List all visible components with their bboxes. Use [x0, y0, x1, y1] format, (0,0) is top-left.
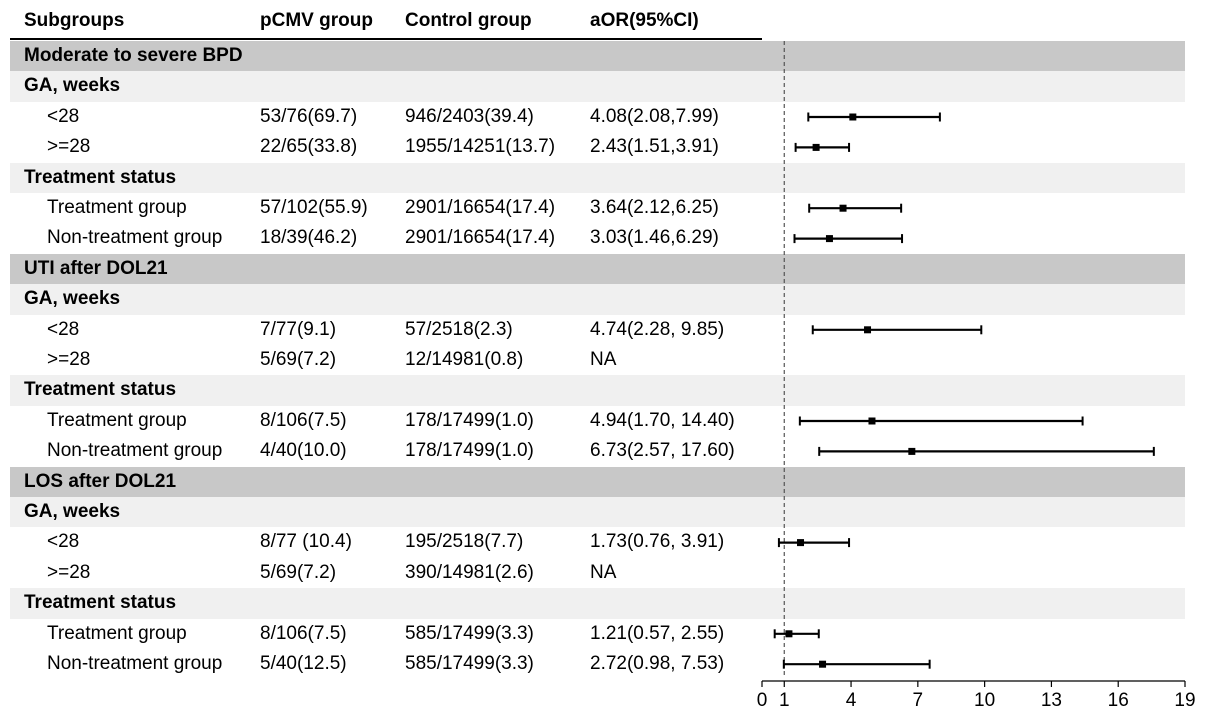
section-band — [10, 466, 1185, 497]
x-tick-label: 7 — [913, 690, 924, 711]
point-estimate — [785, 630, 793, 638]
control-value: 195/2518(7.7) — [405, 531, 524, 553]
subgroup-label: GA, weeks — [24, 288, 121, 310]
x-tick-label: 10 — [974, 690, 995, 711]
pcmv-value: 5/69(7.2) — [260, 349, 337, 370]
x-tick-label: 0 — [757, 690, 768, 711]
point-estimate — [839, 204, 847, 212]
row-label: Non-treatment group — [47, 653, 223, 674]
subgroup-label: Treatment status — [24, 592, 177, 614]
x-tick-label: 4 — [846, 690, 857, 711]
point-estimate — [868, 417, 876, 425]
row-label: Treatment group — [47, 622, 187, 644]
subgroup-label: Treatment status — [24, 379, 177, 401]
control-value: 585/17499(3.3) — [405, 622, 534, 644]
row-label: Non-treatment group — [47, 227, 223, 249]
control-value: 585/17499(3.3) — [405, 653, 534, 674]
subgroup-band — [10, 71, 1185, 102]
section-label: UTI after DOL21 — [24, 257, 168, 279]
row-label: Treatment group — [47, 409, 187, 431]
header-pcmv: pCMV group — [260, 10, 373, 31]
row-label: Treatment group — [47, 197, 187, 218]
aor-value: 1.21(0.57, 2.55) — [590, 622, 725, 644]
subgroup-label: GA, weeks — [24, 75, 121, 97]
point-estimate — [849, 113, 857, 121]
pcmv-value: 7/77(9.1) — [260, 318, 337, 340]
pcmv-value: 53/76(69.7) — [260, 105, 358, 127]
x-tick-label: 19 — [1174, 690, 1195, 711]
row-label: >=28 — [47, 136, 91, 158]
aor-value: 2.72(0.98, 7.53) — [590, 653, 725, 674]
point-estimate — [819, 660, 827, 668]
control-value: 178/17499(1.0) — [405, 409, 534, 431]
aor-value: 1.73(0.76, 3.91) — [590, 531, 725, 553]
control-value: 390/14981(2.6) — [405, 561, 534, 583]
pcmv-value: 22/65(33.8) — [260, 136, 358, 158]
header-subgroups: Subgroups — [24, 10, 125, 31]
pcmv-value: 8/106(7.5) — [260, 622, 347, 644]
aor-value: NA — [590, 349, 617, 370]
pcmv-value: 5/69(7.2) — [260, 561, 337, 583]
point-estimate — [908, 447, 916, 455]
section-band — [10, 253, 1185, 285]
aor-value: 4.08(2.08,7.99) — [590, 105, 719, 127]
header-control: Control group — [405, 10, 532, 31]
section-label: LOS after DOL21 — [24, 470, 177, 492]
row-label: <28 — [47, 318, 80, 340]
section-label: Moderate to severe BPD — [24, 45, 243, 66]
pcmv-value: 8/106(7.5) — [260, 409, 347, 431]
pcmv-value: 57/102(55.9) — [260, 197, 368, 218]
point-estimate — [864, 326, 872, 334]
control-value: 946/2403(39.4) — [405, 105, 534, 127]
subgroup-band — [10, 497, 1185, 528]
control-value: 12/14981(0.8) — [405, 349, 524, 370]
pcmv-value: 18/39(46.2) — [260, 227, 358, 249]
point-estimate — [825, 235, 833, 243]
subgroup-label: Treatment status — [24, 166, 177, 188]
aor-value: NA — [590, 561, 617, 583]
row-label: <28 — [47, 531, 80, 553]
x-tick-label: 16 — [1108, 690, 1129, 711]
pcmv-value: 5/40(12.5) — [260, 653, 347, 674]
aor-value: 2.43(1.51,3.91) — [590, 136, 719, 158]
pcmv-value: 4/40(10.0) — [260, 440, 347, 462]
control-value: 2901/16654(17.4) — [405, 227, 556, 249]
section-band — [10, 41, 1185, 72]
control-value: 57/2518(2.3) — [405, 318, 513, 340]
aor-value: 4.94(1.70, 14.40) — [590, 409, 735, 431]
row-label: <28 — [47, 105, 80, 127]
point-estimate — [797, 539, 805, 547]
x-tick-label: 13 — [1041, 690, 1062, 711]
aor-value: 3.64(2.12,6.25) — [590, 197, 719, 218]
subgroup-band — [10, 284, 1185, 315]
aor-value: 6.73(2.57, 17.60) — [590, 440, 735, 462]
subgroup-label: GA, weeks — [24, 501, 121, 522]
control-value: 178/17499(1.0) — [405, 440, 534, 462]
subgroup-band — [10, 375, 1185, 406]
row-label: Non-treatment group — [47, 440, 223, 462]
aor-value: 3.03(1.46,6.29) — [590, 227, 719, 249]
control-value: 1955/14251(13.7) — [405, 136, 556, 158]
header-aor: aOR(95%CI) — [590, 10, 699, 31]
control-value: 2901/16654(17.4) — [405, 197, 556, 218]
point-estimate — [812, 143, 820, 151]
subgroup-band — [10, 162, 1185, 193]
subgroup-band — [10, 588, 1185, 619]
row-label: >=28 — [47, 561, 91, 583]
row-label: >=28 — [47, 349, 91, 370]
x-tick-label: 1 — [779, 690, 790, 711]
pcmv-value: 8/77 (10.4) — [260, 531, 352, 553]
aor-value: 4.74(2.28, 9.85) — [590, 318, 725, 340]
header-rule — [10, 38, 762, 40]
